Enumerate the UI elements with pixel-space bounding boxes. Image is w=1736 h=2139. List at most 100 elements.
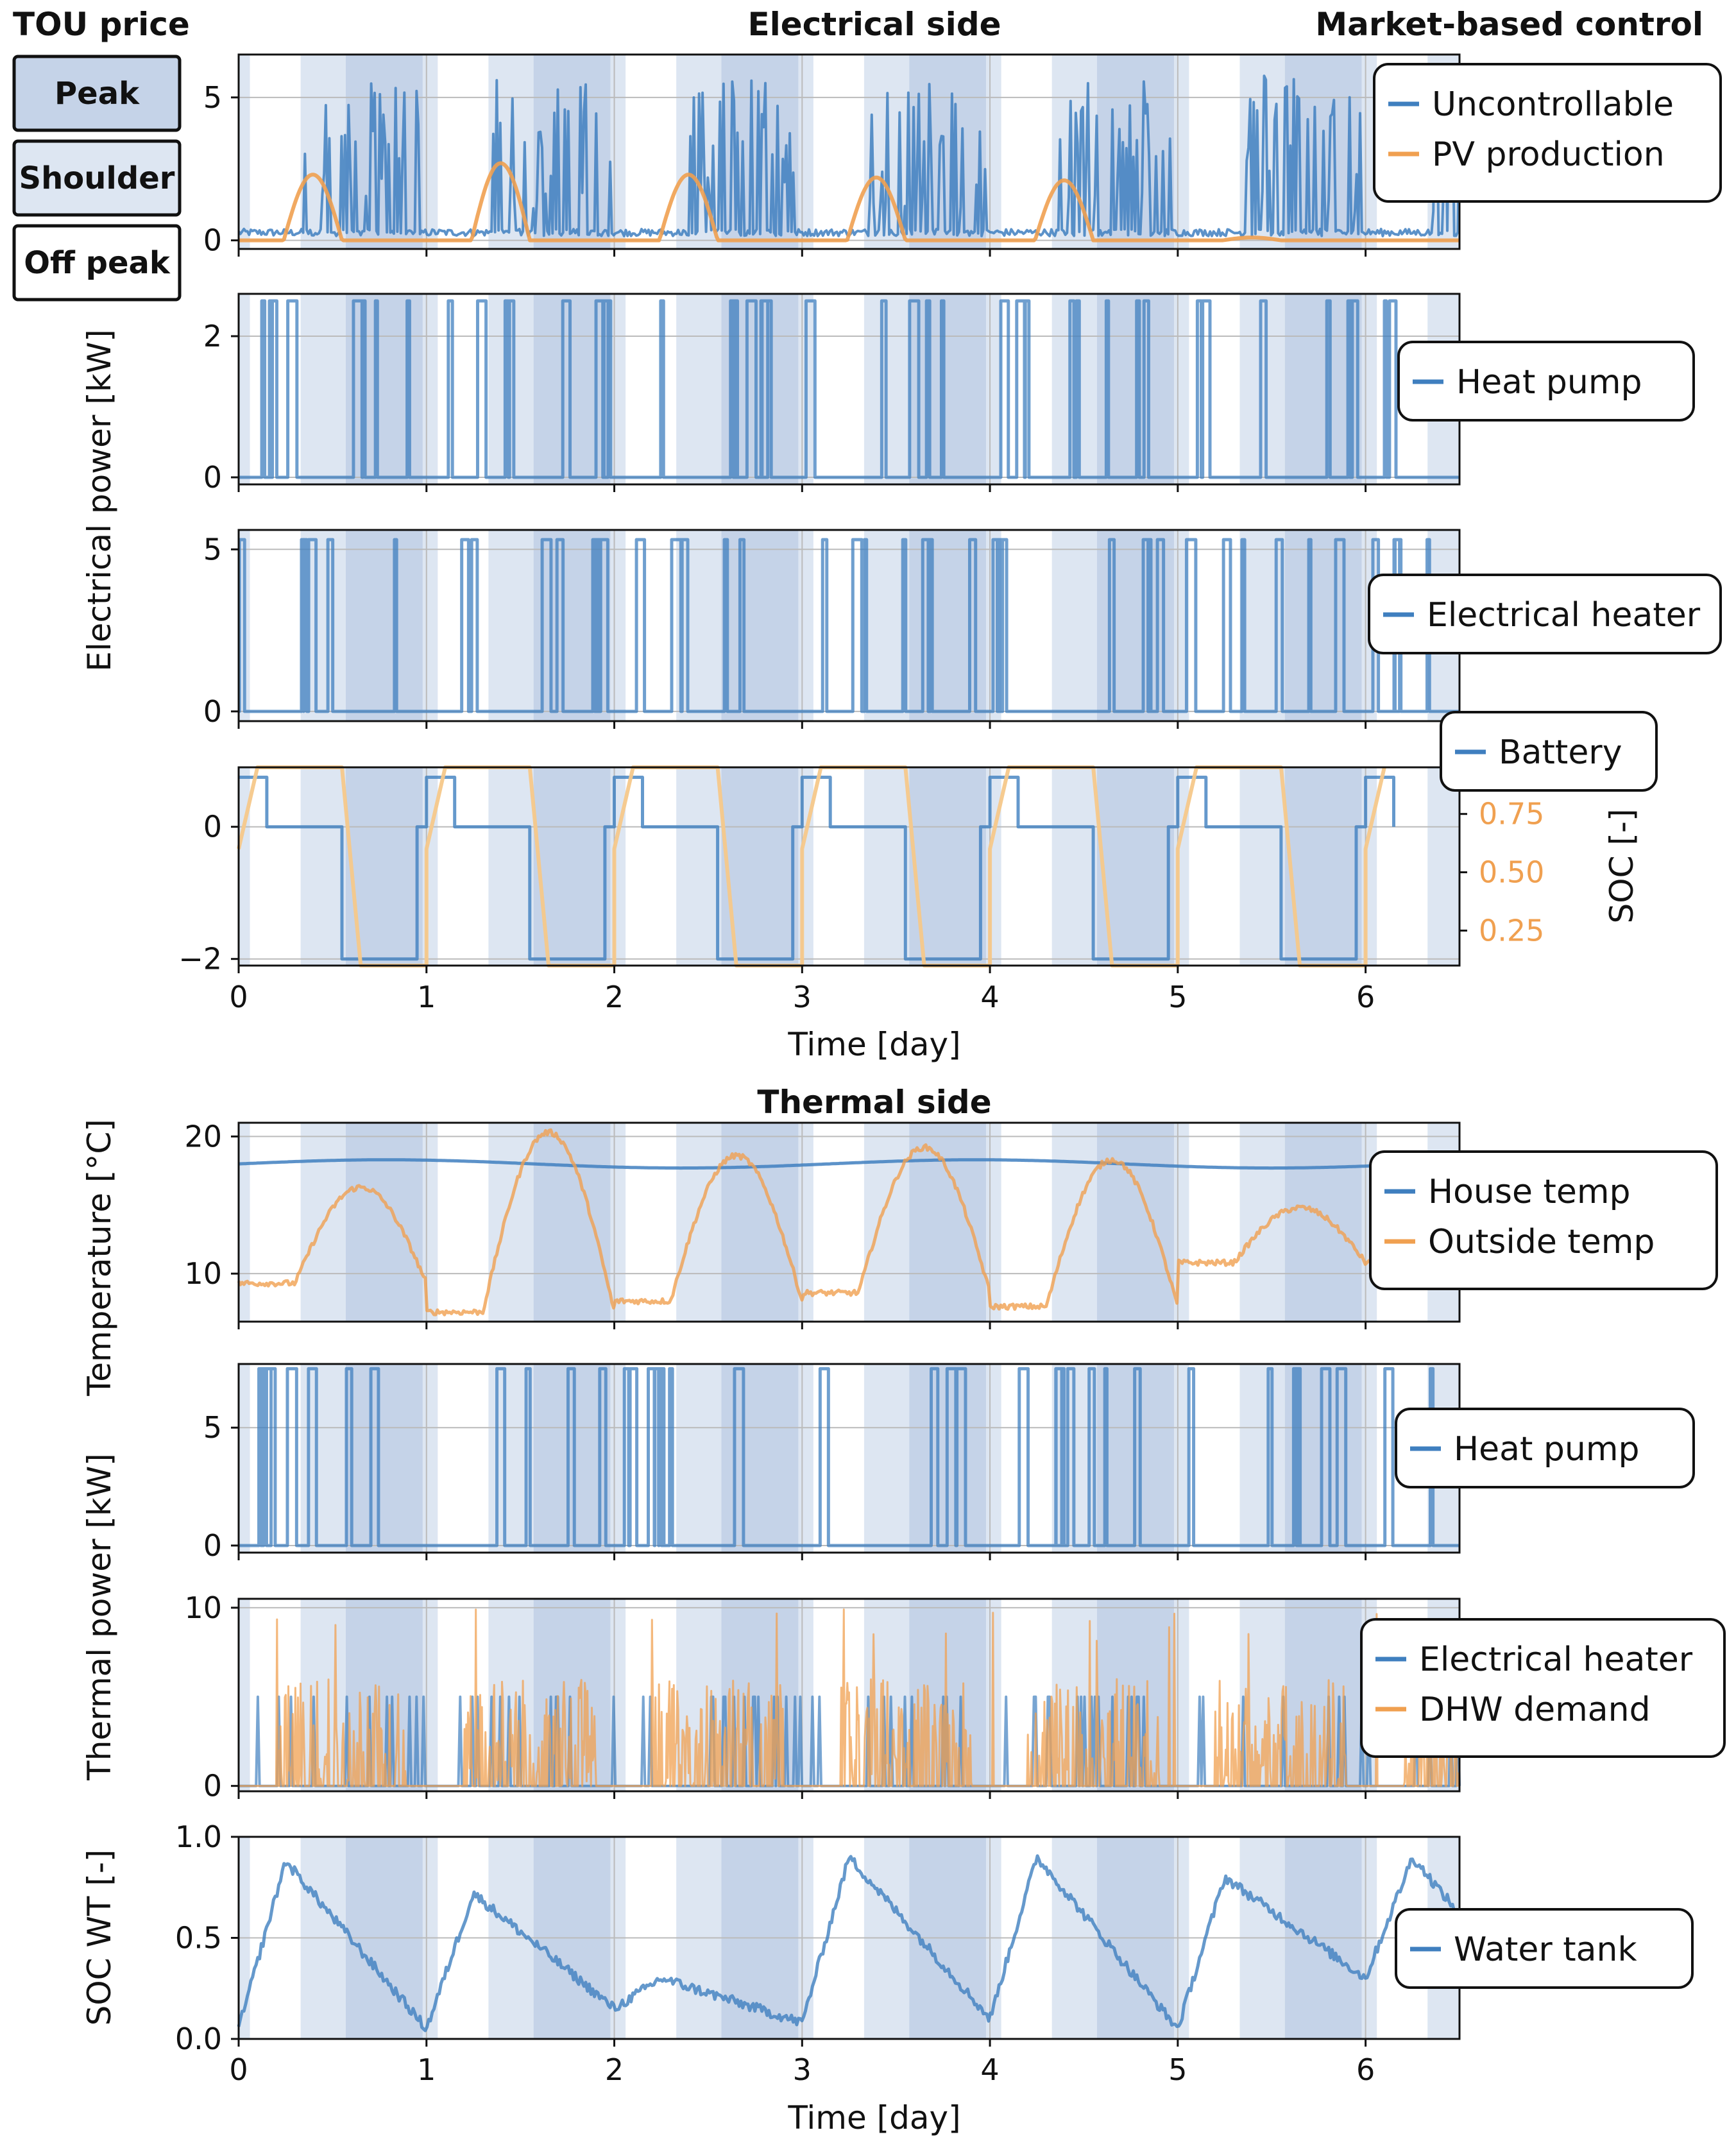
tou-band-shoulder	[239, 1599, 250, 1791]
tou-band-shoulder	[300, 767, 346, 966]
tou-band-peak	[533, 1364, 611, 1553]
tou-band-shoulder	[239, 767, 250, 966]
header-market: Market-based control	[1315, 6, 1703, 43]
panel-thermal_heater_dhw: 0 10 Electrical heater DHW demand	[184, 1590, 1726, 1803]
ylabel-temperature: Temperature [°C]	[81, 1119, 118, 1397]
series-house-temp	[238, 1158, 1460, 1170]
series-dhw-demand	[238, 1608, 1461, 1787]
series-soc	[237, 765, 1386, 967]
x-tick-label: 5	[1168, 980, 1187, 1014]
x-tick-label: 3	[793, 980, 812, 1014]
legend-box	[1395, 1908, 1694, 1989]
tou-band-peak	[345, 530, 423, 721]
legend-label: Uncontrollable	[1432, 85, 1674, 124]
tou-band-shoulder	[798, 530, 813, 721]
xlabel-electrical: Time [day]	[787, 1026, 960, 1063]
legend-battery: Battery	[1440, 711, 1658, 792]
panel-water_tank: 0.0 0.5 1.0 0 1 2 3 4 5 6 Water tank	[175, 1819, 1694, 2087]
tou-band-shoulder	[864, 1123, 910, 1322]
tou-peak-label: Peak	[55, 76, 140, 112]
tou-offpeak-label: Off peak	[24, 245, 171, 281]
y-tick-label: 10	[184, 1256, 222, 1291]
series-outside-temp	[237, 1128, 1461, 1317]
legend-box	[1360, 1618, 1726, 1758]
tou-band-peak	[1284, 530, 1362, 721]
y-tick-label: 0	[203, 694, 222, 729]
tou-band-shoulder	[986, 55, 1001, 249]
tou-band-shoulder	[1239, 767, 1285, 966]
y-tick-label: 0.0	[175, 2022, 222, 2056]
legend-box	[1440, 711, 1658, 792]
tou-band-shoulder	[676, 1364, 722, 1553]
tou-band-peak	[909, 1123, 987, 1322]
tou-band-shoulder	[239, 1364, 250, 1553]
x-tick-label: 5	[1168, 2052, 1187, 2087]
y2-tick-label: 0.50	[1479, 855, 1544, 890]
tou-band-shoulder	[676, 294, 722, 484]
y-tick-label: 5	[203, 80, 222, 115]
tou-band-shoulder	[422, 55, 438, 249]
tou-band-shoulder	[1173, 1364, 1189, 1553]
legend-uncontrollable: Uncontrollable PV production	[1373, 63, 1722, 203]
legend-label: House temp	[1428, 1173, 1631, 1211]
panels: 0 5 Uncontrollable PV production 0 2 Heat pump…	[175, 53, 1726, 2087]
tou-peak-swatch	[12, 55, 182, 132]
tou-band-peak	[721, 1364, 799, 1553]
tou-band-shoulder	[1173, 294, 1189, 484]
header-electrical: Electrical side	[747, 6, 1001, 43]
y-tick-label: 0	[203, 223, 222, 258]
tou-band-shoulder	[986, 294, 1001, 484]
tou-band-shoulder	[422, 530, 438, 721]
legend-thermal_heater_dhw: Electrical heater DHW demand	[1360, 1618, 1726, 1758]
ylabel-electrical: Electrical power [kW]	[81, 329, 118, 672]
tou-band-shoulder	[1173, 55, 1189, 249]
y-tick-label: 5	[203, 532, 222, 567]
tou-band-shoulder	[422, 1364, 438, 1553]
tou-band-shoulder	[676, 1123, 722, 1322]
tou-shoulder-label: Shoulder	[19, 160, 175, 196]
series-battery	[239, 776, 1395, 961]
x-tick-label: 6	[1356, 2052, 1375, 2087]
tou-band-shoulder	[488, 767, 534, 966]
legend-label: DHW demand	[1419, 1691, 1651, 1729]
legend-label: Heat pump	[1456, 363, 1642, 402]
x-tick-label: 3	[793, 2052, 812, 2087]
tou-band-peak	[533, 294, 611, 484]
y-tick-label: 20	[184, 1119, 222, 1154]
tou-band-shoulder	[798, 1364, 813, 1553]
tou-band-shoulder	[1051, 767, 1097, 966]
series-water-tank	[237, 1854, 1460, 2032]
panel-heat_pump_el: 0 2 Heat pump	[203, 293, 1695, 495]
tou-band-shoulder	[239, 55, 250, 249]
tou-band-shoulder	[1239, 294, 1285, 484]
legend-label: Electrical heater	[1419, 1640, 1693, 1679]
panel-temperature: 10 20 House temp Outside temp	[184, 1119, 1718, 1329]
tou-band-shoulder	[1051, 530, 1097, 721]
legend-box	[1397, 341, 1695, 422]
ylabel-thermal: Thermal power [kW]	[81, 1453, 118, 1781]
tou-band-peak	[1096, 1123, 1174, 1322]
x-tick-label: 1	[417, 2052, 436, 2087]
tou-band-shoulder	[239, 1123, 250, 1322]
xlabel-thermal: Time [day]	[787, 2099, 960, 2136]
y-tick-label: 2	[203, 319, 222, 354]
y-tick-label: 0	[203, 1769, 222, 1803]
tou-band-shoulder	[1427, 767, 1459, 966]
y2-tick-label: 0.75	[1479, 797, 1544, 831]
header-tou: TOU price	[13, 6, 190, 43]
legend-box	[1368, 574, 1722, 654]
legend-label: Electrical heater	[1427, 596, 1701, 635]
legend-label: Water tank	[1454, 1930, 1637, 1969]
tou-legend: Peak Shoulder Off peak	[12, 55, 182, 302]
legend-box	[1395, 1408, 1695, 1488]
header-thermal: Thermal side	[757, 1084, 991, 1121]
tou-band-peak	[909, 294, 987, 484]
y-tick-label: 1.0	[175, 1819, 222, 1854]
legend-box	[1369, 1150, 1718, 1290]
y2-label: SOC [-]	[1603, 809, 1640, 924]
tou-band-shoulder	[239, 294, 250, 484]
tou-band-shoulder	[676, 767, 722, 966]
x-tick-label: 0	[229, 980, 248, 1014]
legend-water_tank: Water tank	[1395, 1908, 1694, 1989]
